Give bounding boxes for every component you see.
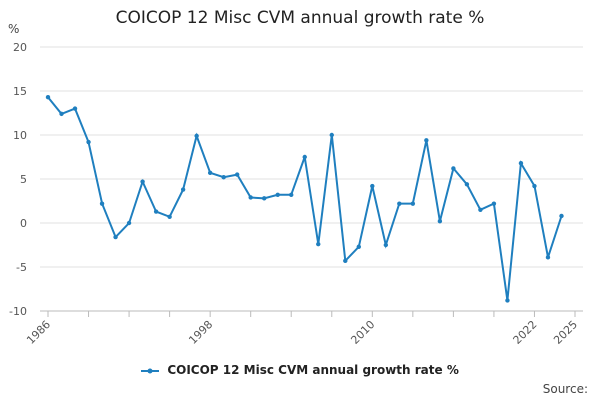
legend-label: COICOP 12 Misc CVM annual growth rate % xyxy=(167,363,459,377)
data-point xyxy=(532,183,537,189)
x-tick-label: 1986 xyxy=(24,318,53,347)
gridlines xyxy=(40,46,583,312)
data-point xyxy=(248,195,253,200)
y-tick-label: 5 xyxy=(20,173,27,186)
data-point xyxy=(113,234,118,240)
series-line xyxy=(47,96,563,301)
data-point xyxy=(559,213,564,219)
y-tick-label: -5 xyxy=(16,261,27,274)
data-point xyxy=(221,175,226,180)
data-point xyxy=(289,192,294,198)
y-tick-label: 0 xyxy=(20,217,27,230)
data-point xyxy=(153,209,159,214)
data-point xyxy=(451,166,456,171)
data-point xyxy=(99,201,105,206)
legend[interactable]: COICOP 12 Misc CVM annual growth rate % xyxy=(0,363,600,377)
x-tick-label: 2022 xyxy=(511,318,540,347)
x-tick-label: 1998 xyxy=(186,318,215,347)
data-point xyxy=(437,219,443,224)
data-point xyxy=(397,201,402,206)
data-point xyxy=(126,220,132,226)
data-point xyxy=(329,132,334,138)
data-point xyxy=(72,106,78,111)
data-point xyxy=(275,192,280,198)
x-tick-label: 2010 xyxy=(348,318,377,347)
data-point xyxy=(167,214,172,220)
data-point xyxy=(180,187,186,192)
data-point xyxy=(316,241,321,247)
data-point xyxy=(464,182,470,187)
y-tick-label: -10 xyxy=(9,305,27,318)
data-point xyxy=(343,258,348,264)
data-point xyxy=(86,139,91,145)
data-point xyxy=(370,183,375,189)
data-point xyxy=(45,94,51,100)
data-point xyxy=(478,207,483,212)
y-tick-label: 10 xyxy=(13,129,27,142)
chart-title: COICOP 12 Misc CVM annual growth rate % xyxy=(115,8,485,28)
y-tick-labels: -10 -5 0 5 10 15 20 xyxy=(9,41,27,318)
data-point xyxy=(140,179,145,184)
data-point xyxy=(383,242,389,248)
data-point xyxy=(410,201,416,206)
data-point xyxy=(545,255,551,260)
x-axis-ticks: 1986 1998 2010 2022 2025 xyxy=(24,311,580,347)
data-point xyxy=(194,133,199,139)
y-tick-label: 20 xyxy=(13,41,27,54)
data-point xyxy=(234,172,240,177)
data-point xyxy=(518,160,524,166)
series-points xyxy=(45,94,564,303)
data-point xyxy=(491,201,497,206)
data-point xyxy=(302,154,307,160)
data-point xyxy=(505,298,510,303)
data-point xyxy=(262,196,267,201)
data-point xyxy=(207,170,213,176)
data-point xyxy=(424,138,429,143)
data-point xyxy=(59,111,64,117)
x-tick-label: 2025 xyxy=(551,318,580,347)
legend-line-icon xyxy=(141,368,160,373)
y-axis-label: % xyxy=(8,22,20,36)
y-tick-label: 15 xyxy=(13,85,27,98)
source-note: Source: xyxy=(542,382,588,396)
data-point xyxy=(356,244,361,249)
